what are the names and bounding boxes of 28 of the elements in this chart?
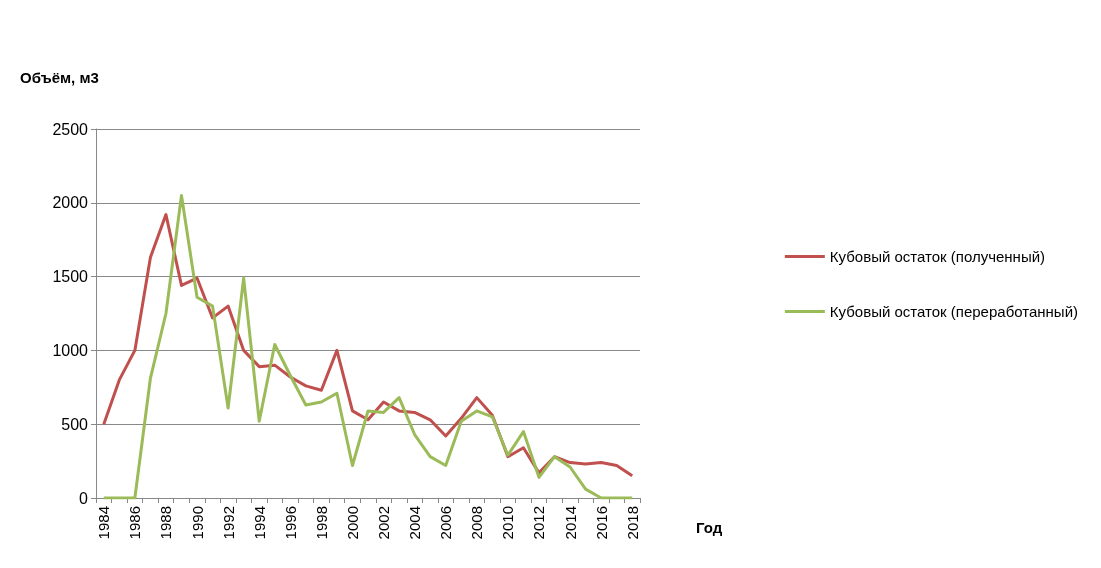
x-axis-title: Год — [696, 519, 723, 536]
x-tick-label: 2000 — [343, 506, 361, 540]
x-tick-label: 2012 — [530, 506, 548, 540]
y-tick-label: 1000 — [52, 341, 89, 359]
y-axis-title: Объём, м3 — [20, 69, 99, 86]
x-tick-label: 1994 — [250, 506, 268, 540]
x-tick-label: 1996 — [281, 506, 299, 540]
x-tick-label: 2002 — [375, 506, 393, 540]
x-tick-label: 2004 — [406, 506, 424, 540]
x-tick-label: 1992 — [219, 506, 237, 540]
x-tick-label: 2006 — [437, 506, 455, 540]
y-tick-label: 2000 — [52, 194, 89, 212]
x-tick-label: 1998 — [312, 506, 330, 540]
y-tick-label: 0 — [79, 489, 89, 507]
x-tick-label: 1990 — [188, 506, 206, 540]
x-tick-label: 1986 — [126, 506, 144, 540]
x-tick-label: 2018 — [623, 506, 641, 540]
y-tick-label: 500 — [61, 415, 89, 433]
x-tick-label: 2010 — [499, 506, 517, 540]
x-tick-label: 1988 — [157, 506, 175, 540]
x-tick-label: 2008 — [468, 506, 486, 540]
legend-label: Кубовый остаток (полученный) — [829, 248, 1046, 265]
x-tick-label: 2014 — [561, 506, 579, 540]
legend-label: Кубовый остаток (переработанный) — [829, 303, 1079, 320]
x-tick-label: 1984 — [95, 506, 113, 540]
y-tick-label: 1500 — [52, 268, 89, 286]
y-tick-label: 2500 — [52, 120, 89, 138]
x-tick-label: 2016 — [592, 506, 610, 540]
